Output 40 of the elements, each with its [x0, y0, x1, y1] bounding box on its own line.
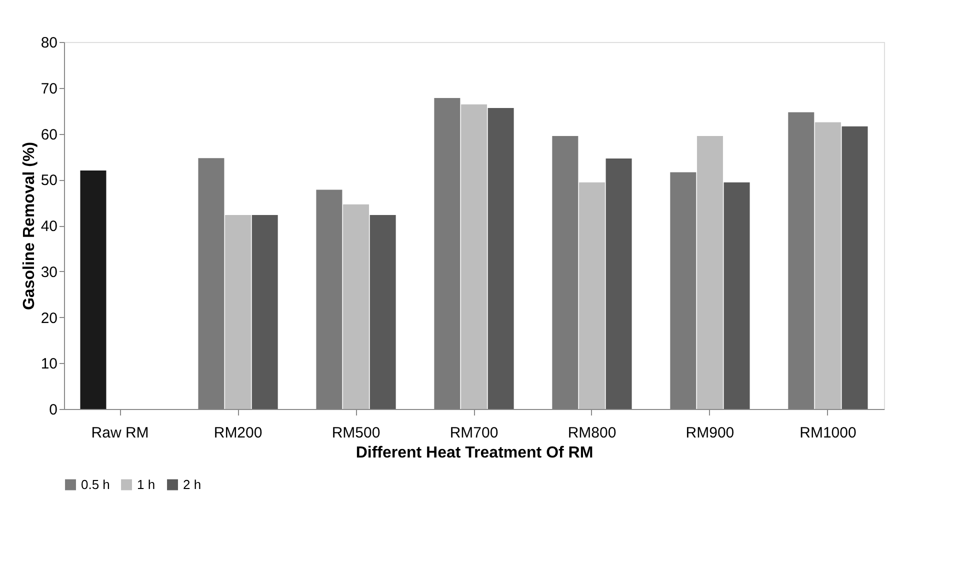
x-tick-label: RM900 [686, 424, 734, 442]
bar [252, 214, 278, 409]
x-tick-label: RM1000 [800, 424, 856, 442]
legend-label: 2 h [183, 476, 202, 492]
legend-label: 1 h [137, 476, 156, 492]
bar [578, 182, 605, 409]
bar [343, 204, 370, 409]
bar [488, 108, 514, 409]
y-tick-label: 20 [40, 310, 58, 327]
bar [842, 126, 868, 409]
y-axis-title: Gasoline Removal (%) [20, 142, 38, 310]
x-tick-label: RM200 [214, 424, 262, 442]
y-tick-label: 10 [40, 356, 58, 373]
bar [696, 136, 723, 409]
bar [461, 104, 487, 409]
bar [606, 158, 632, 409]
x-tick-label: RM700 [450, 424, 498, 442]
y-tick-label: 30 [40, 264, 58, 281]
bar [198, 158, 224, 409]
bar [434, 98, 460, 409]
y-tick-label: 0 [49, 402, 58, 418]
y-tick-label: 50 [40, 172, 58, 190]
x-tick-label: RM800 [568, 424, 616, 442]
bar [370, 214, 396, 409]
x-axis-title: Different Heat Treatment Of RM [356, 444, 594, 462]
y-tick-label: 70 [40, 80, 58, 98]
x-tick-label: Raw RM [91, 424, 149, 442]
y-tick-label: 40 [40, 218, 58, 235]
y-tick-label: 80 [40, 34, 58, 52]
bar [788, 112, 814, 409]
bar [225, 214, 252, 409]
bar [724, 182, 750, 409]
bar [316, 190, 342, 409]
bar [670, 172, 696, 409]
y-tick-label: 60 [40, 126, 58, 144]
bar [552, 136, 578, 409]
bar [814, 122, 841, 409]
bar [80, 170, 106, 409]
legend-label: 0.5 h [81, 476, 110, 492]
x-tick-label: RM500 [332, 424, 380, 442]
